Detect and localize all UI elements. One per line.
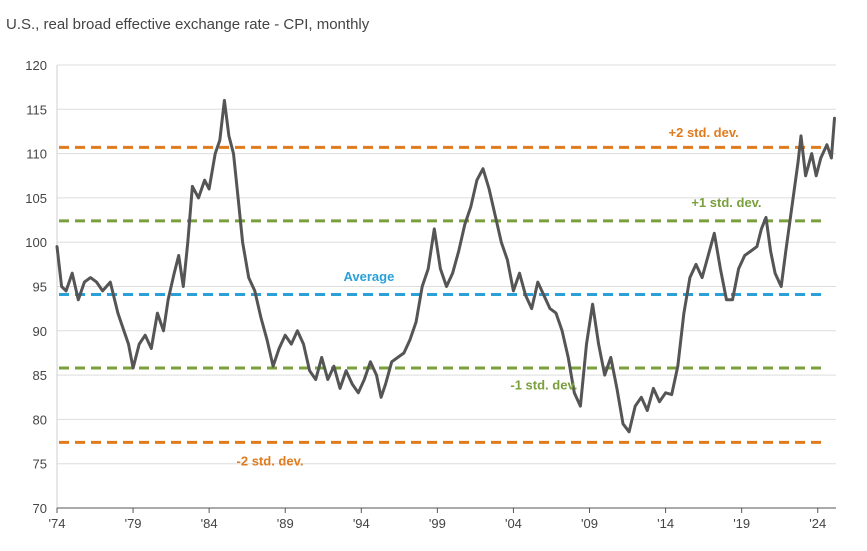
y-tick-label: 115: [26, 102, 47, 117]
x-tick-label: '94: [353, 516, 370, 531]
y-tick-label: 120: [25, 58, 47, 73]
chart-title: U.S., real broad effective exchange rate…: [6, 16, 370, 33]
x-tick-label: '09: [581, 516, 598, 531]
y-tick-label: 90: [33, 324, 47, 339]
y-tick-label: 75: [33, 457, 47, 472]
x-tick-label: '84: [201, 516, 218, 531]
x-tick-label: '19: [733, 516, 750, 531]
x-tick-label: '24: [809, 516, 826, 531]
y-tick-label: 110: [26, 147, 47, 162]
y-tick-label: 95: [33, 280, 47, 295]
x-axis-ticks: '74 '79 '84 '89 '94 '99 '04 '09 '14 '19 '24: [49, 508, 826, 531]
series-group: [55, 98, 836, 434]
x-tick-label: '74: [49, 516, 66, 531]
x-tick-label: '99: [429, 516, 446, 531]
reference-line-label: Average: [343, 269, 394, 284]
reference-lines: [59, 145, 826, 444]
reference-line-label: +1 std. dev.: [691, 195, 761, 210]
y-tick-label: 105: [25, 191, 47, 206]
reference-line-label: +2 std. dev.: [669, 125, 739, 140]
y-tick-label: 70: [33, 501, 47, 516]
x-tick-label: '79: [125, 516, 142, 531]
reference-labels: +2 std. dev. +1 std. dev. Average -1 std. d…: [237, 125, 762, 469]
reference-line-label: -1 std. dev.: [510, 377, 577, 392]
reference-line-label: -2 std. dev.: [237, 453, 304, 468]
x-tick-label: '89: [277, 516, 294, 531]
y-tick-label: 100: [25, 235, 47, 250]
series-line: [55, 98, 836, 434]
y-tick-label: 80: [33, 412, 47, 427]
y-tick-label: 85: [33, 368, 47, 383]
gridlines: [56, 64, 836, 508]
x-tick-label: '14: [657, 516, 674, 531]
y-axis-ticks: 70 75 80 85 90 95 100 105 110 115 120: [25, 58, 47, 516]
x-tick-label: '04: [505, 516, 522, 531]
